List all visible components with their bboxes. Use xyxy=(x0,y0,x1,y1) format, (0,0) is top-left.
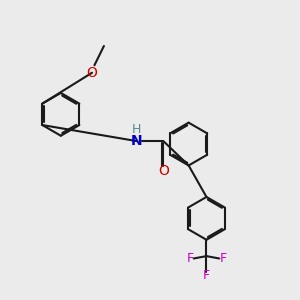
Text: F: F xyxy=(203,269,210,282)
Text: O: O xyxy=(158,164,169,178)
Text: F: F xyxy=(219,252,226,265)
Text: O: O xyxy=(87,66,98,80)
Text: H: H xyxy=(132,123,141,136)
Text: F: F xyxy=(187,252,194,265)
Text: N: N xyxy=(131,134,142,148)
